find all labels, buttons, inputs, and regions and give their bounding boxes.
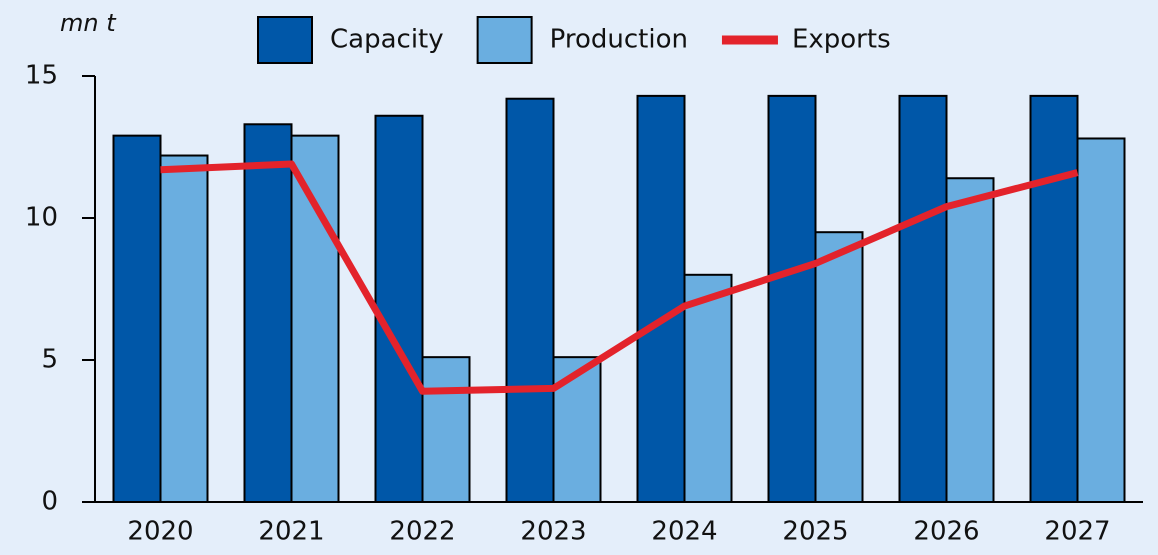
y-tick-label: 15 bbox=[25, 61, 58, 91]
legend-label: Capacity bbox=[330, 25, 444, 55]
bar bbox=[243, 123, 293, 503]
bar bbox=[945, 177, 995, 504]
x-tick-label: 2022 bbox=[389, 517, 455, 547]
x-tick-label: 2021 bbox=[258, 517, 324, 547]
x-tick-label: 2023 bbox=[520, 517, 586, 547]
bar bbox=[767, 94, 817, 503]
y-tick-label: 5 bbox=[41, 345, 58, 375]
bar bbox=[374, 114, 424, 503]
bar bbox=[505, 97, 555, 503]
line bbox=[160, 160, 1079, 395]
x-tick-label: 2026 bbox=[913, 517, 979, 547]
y-axis-label: mn t bbox=[60, 9, 117, 37]
x-tick-label: 2020 bbox=[127, 517, 193, 547]
bar bbox=[421, 356, 471, 503]
bar bbox=[683, 273, 733, 503]
legend-label: Production bbox=[550, 25, 688, 55]
legend-swatch bbox=[476, 16, 533, 64]
bar bbox=[898, 94, 948, 503]
bar bbox=[112, 134, 162, 503]
legend-swatch bbox=[257, 16, 313, 64]
x-tick-label: 2025 bbox=[782, 517, 848, 547]
x-tick-label: 2027 bbox=[1044, 517, 1110, 547]
y-tick-label: 10 bbox=[25, 203, 58, 233]
x-tick-label: 2024 bbox=[651, 517, 717, 547]
bar bbox=[290, 134, 340, 503]
y-tick-label: 0 bbox=[41, 487, 58, 517]
bar bbox=[159, 154, 209, 504]
bar bbox=[552, 356, 602, 503]
bar bbox=[1029, 94, 1079, 503]
legend-label: Exports bbox=[792, 25, 891, 55]
bar bbox=[1076, 137, 1126, 503]
bar bbox=[636, 94, 686, 503]
bar bbox=[814, 231, 864, 503]
